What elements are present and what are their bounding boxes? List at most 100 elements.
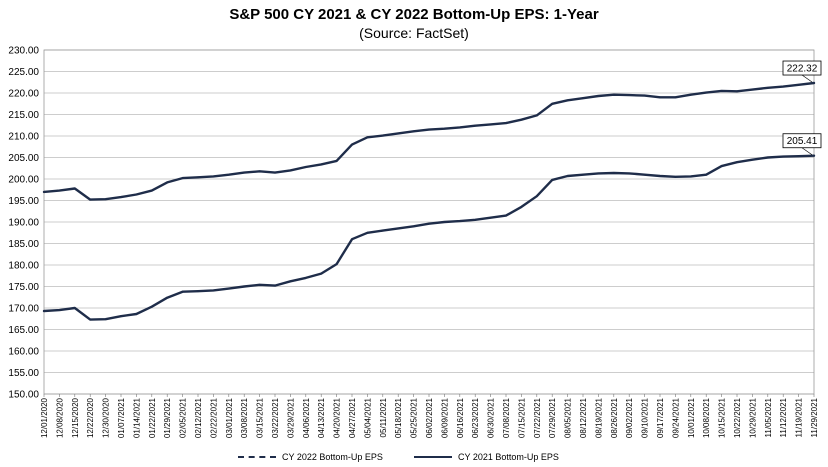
data-point [335,263,338,266]
legend-label-cy2021: CY 2021 Bottom-Up EPS [458,452,559,462]
x-tick-label: 10/01/2021 [687,397,696,438]
data-point [520,118,523,121]
data-point [89,318,92,321]
data-point [366,136,369,139]
data-point [566,99,569,102]
data-point [320,163,323,166]
x-tick-label: 07/22/2021 [533,397,542,438]
x-tick-label: 06/16/2021 [456,397,465,438]
x-tick-label: 10/08/2021 [702,397,711,438]
data-point [150,305,153,308]
data-point [104,198,107,201]
data-point [659,175,661,177]
data-point [181,177,184,180]
data-point [766,156,769,159]
data-point [227,173,230,176]
data-point [320,272,323,275]
data-point [397,132,400,135]
data-point [212,175,215,178]
data-point [705,173,708,176]
data-point [243,285,246,288]
data-point [381,134,384,137]
y-tick-label: 190.00 [8,218,39,229]
y-tick-label: 220.00 [8,89,39,100]
data-point [120,315,122,318]
series-line-cy2021 [42,154,816,321]
data-point [505,214,507,217]
data-point [628,172,631,175]
x-tick-label: 10/15/2021 [718,397,727,438]
data-point [751,158,754,161]
data-point [766,86,769,89]
data-point [181,290,184,293]
data-point [274,171,276,174]
x-tick-label: 09/24/2021 [671,397,680,438]
data-point [797,83,800,86]
x-tick-label: 09/17/2021 [656,397,665,438]
x-tick-label: 01/29/2021 [163,397,172,438]
x-tick-label: 11/12/2021 [779,397,788,437]
data-point [243,171,246,174]
x-tick-label: 03/22/2021 [271,397,280,438]
x-tick-label: 06/02/2021 [425,397,434,438]
data-point [274,284,276,287]
x-tick-label: 06/23/2021 [471,397,480,438]
x-tick-label: 12/08/2020 [55,397,64,438]
data-point [689,93,692,96]
legend-label-cy2022: CY 2022 Bottom-Up EPS [282,452,383,462]
data-point [104,318,107,321]
data-point [73,307,76,309]
callout-value: 205.41 [787,136,818,147]
data-point [227,287,230,290]
data-point [782,155,785,158]
x-tick-label: 02/05/2021 [179,397,188,438]
data-point [135,313,138,315]
data-point [304,166,307,168]
data-point [166,181,169,184]
x-tick-label: 08/12/2021 [579,397,588,438]
eps-line-chart: 150.00 155.00 160.00 165.00 170.00 175.00 180.… [8,46,822,438]
y-tick-label: 210.00 [8,132,39,143]
x-tick-label: 01/22/2021 [148,397,157,438]
data-point [258,170,261,173]
data-point [197,176,199,179]
data-point [689,175,692,178]
x-tick-label: 12/30/2020 [102,397,111,438]
y-tick-label: 195.00 [8,196,39,207]
callout-leader [801,147,813,155]
x-tick-label: 04/06/2021 [302,397,311,438]
x-tick-label: 06/30/2021 [487,397,496,438]
y-tick-label: 205.00 [8,153,39,164]
data-point [166,296,169,299]
data-point [520,206,523,208]
y-tick-label: 185.00 [8,239,39,250]
x-tick-label: 03/15/2021 [256,397,265,438]
data-point [674,175,677,178]
data-point [582,97,584,100]
x-tick-label: 07/08/2021 [502,397,511,438]
x-tick-label: 03/01/2021 [225,397,234,438]
x-tick-label: 06/09/2021 [440,397,449,438]
data-point [258,283,261,286]
data-point [736,161,738,164]
data-point [813,154,815,157]
y-tick-label: 150.00 [8,390,39,401]
x-tick-label: 05/25/2021 [410,397,419,438]
x-tick-label: 10/22/2021 [733,397,742,438]
data-point [58,189,61,192]
x-tick-label: 01/07/2021 [117,397,126,438]
x-tick-label: 07/29/2021 [548,397,557,438]
data-point [535,114,538,117]
data-point [797,155,800,158]
legend-swatch-solid [414,456,452,458]
data-point [612,93,615,96]
data-point [612,172,615,174]
y-tick-label: 170.00 [8,304,39,315]
x-tick-label: 08/26/2021 [610,397,619,438]
data-point [782,85,785,88]
data-point [150,189,153,192]
chart-title: S&P 500 CY 2021 & CY 2022 Bottom-Up EPS:… [229,6,599,23]
data-point [505,122,507,124]
data-point [428,222,430,225]
y-tick-label: 225.00 [8,67,39,78]
